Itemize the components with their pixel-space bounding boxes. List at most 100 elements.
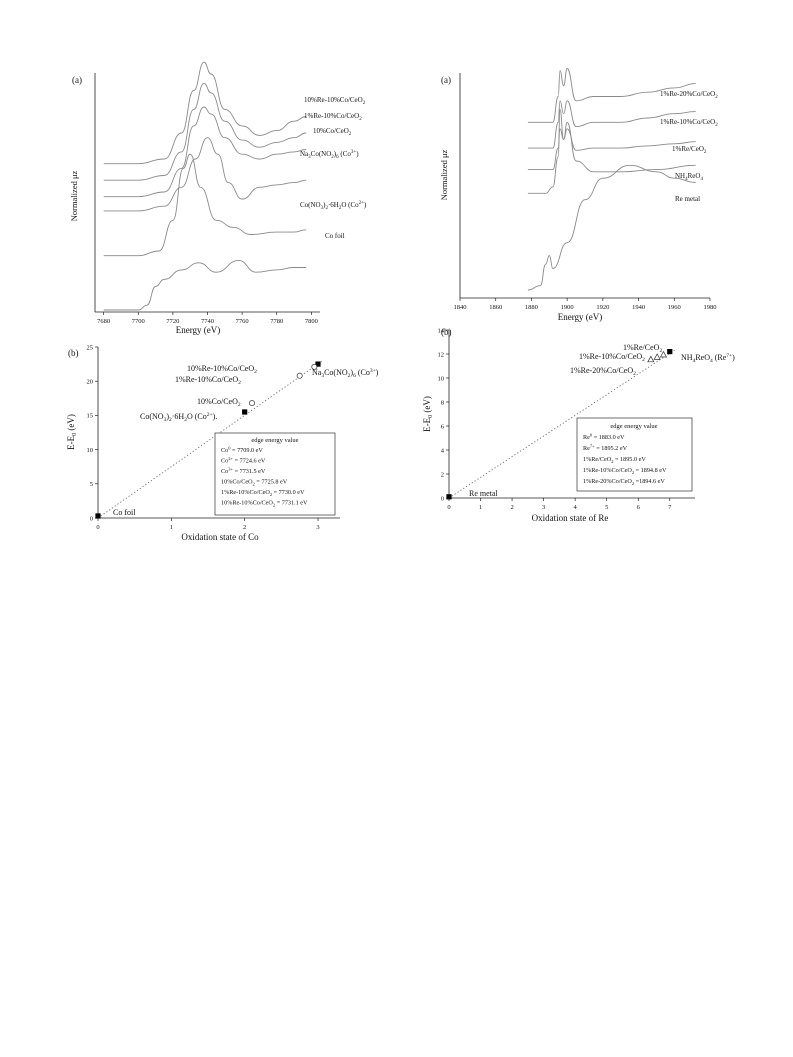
series-label-nh4reo4: NH4ReO4 — [675, 172, 703, 182]
x-axis-label: Oxidation state of Re — [532, 513, 609, 523]
spectrum-line-4 — [103, 153, 307, 257]
annotation-1re: 1%Re-10%Co/CeO2 — [175, 375, 241, 386]
panel-label: (a) — [441, 75, 451, 85]
legend-entry: Re7+ = 1895.2 eV — [583, 444, 628, 453]
panel-label: (b) — [441, 327, 452, 337]
x-tick-label: 1980 — [704, 304, 717, 311]
annotation-co-nitrate: Co(NO3)2·6H2O (Co2+). — [140, 412, 217, 423]
catalyst-point — [311, 363, 318, 370]
y-tick-label: 5 — [90, 481, 93, 488]
y-tick-label: 25 — [87, 344, 94, 351]
legend-box — [214, 432, 336, 516]
legend-entry: Co3+ = 7731.5 eV — [221, 467, 266, 476]
spectra-lines — [103, 61, 307, 311]
y-tick-label: 12 — [438, 351, 445, 358]
spectrum-line-3 — [103, 137, 307, 212]
x-tick-label: 5 — [605, 504, 608, 511]
panel-label: (a) — [72, 75, 82, 85]
y-tick-label: 0 — [90, 515, 93, 522]
trend-line — [97, 360, 322, 519]
y-axis-label: Normalized μz — [69, 170, 79, 221]
series-label-1re: 1%Re-10%Co/CeO2 — [304, 112, 362, 122]
series-label-remetal: Re metal — [675, 195, 700, 203]
reference-point — [315, 361, 321, 367]
x-tick-label: 7 — [668, 504, 672, 511]
x-tick-label: 2 — [243, 524, 246, 531]
spectrum-line-2 — [103, 106, 307, 198]
y-tick-label: 0 — [441, 495, 444, 502]
y-tick-label: 8 — [441, 399, 444, 406]
x-tick-label: 6 — [637, 504, 641, 511]
catalyst-point — [653, 353, 661, 360]
x-tick-label: 1880 — [525, 304, 538, 311]
spectra-lines — [527, 68, 696, 291]
series-label-re1: 1%Re/CeO2 — [672, 145, 707, 155]
legend-entry: 1%Re-20%Co/CeO2 =1894.6 eV — [583, 478, 665, 486]
annotation-re-metal: Re metal — [469, 489, 498, 498]
co-edge-panel: (b) 0 1 2 3 0 5 10 15 20 25 Oxidation state of Co… — [66, 344, 379, 542]
x-tick-label: 7800 — [305, 318, 318, 325]
y-tick-label: 20 — [87, 379, 94, 386]
y-axis-label: Normalized μz — [439, 149, 449, 200]
series-label-na3co: Na3Co(NO2)6 (Co3+) — [300, 150, 359, 160]
y-tick-label: 2 — [441, 471, 444, 478]
x-axis-ticks: 1840 1860 1880 1900 1920 1940 1960 1980 — [454, 298, 717, 311]
axis-ticks: 0 1 2 3 0 5 10 15 20 25 — [87, 344, 320, 531]
spectrum-line-5 — [103, 259, 307, 311]
x-tick-label: 1860 — [489, 304, 502, 311]
x-tick-label: 3 — [316, 524, 319, 531]
spectrum-line-0 — [527, 68, 696, 123]
panel-label: (b) — [68, 348, 79, 358]
x-tick-label: 1940 — [632, 304, 645, 311]
y-tick-label: 10 — [438, 375, 445, 382]
y-tick-label: 4 — [441, 447, 445, 454]
reference-point — [242, 409, 248, 415]
x-tick-label: 7760 — [236, 318, 249, 325]
x-tick-label: 1 — [479, 504, 482, 511]
data-points — [446, 349, 673, 500]
x-tick-label: 4 — [574, 504, 578, 511]
legend-entry: 1%Re-10%Co/CeO2 = 1894.8 eV — [583, 467, 667, 475]
x-tick-label: 7780 — [270, 318, 283, 325]
legend-entry: 1%Re-10%Co/CeO2 = 7730.0 eV — [221, 489, 305, 497]
legend-entry: Re0 = 1883.0 eV — [583, 433, 625, 442]
x-tick-label: 7740 — [201, 318, 214, 325]
annotation-10co: 10%Co/CeO2 — [197, 397, 241, 408]
x-tick-label: 7720 — [166, 318, 179, 325]
legend-box — [576, 417, 693, 492]
annotation-re10: 1%Re-10%Co/CeO2 — [579, 352, 645, 363]
x-tick-label: 7700 — [132, 318, 145, 325]
annotation-na3co: Na3Co(NO2)6 (Co3+) — [312, 368, 379, 379]
series-label-10re: 10%Re-10%Co/CeO2 — [304, 96, 366, 106]
x-axis-label: Energy (eV) — [176, 325, 221, 335]
trend-line — [448, 348, 677, 499]
x-tick-label: 3 — [542, 504, 545, 511]
y-axis-label: E-E0 (eV) — [66, 414, 78, 450]
x-tick-label: 1900 — [561, 304, 574, 311]
series-label-re20co: 1%Re-20%Co/CeO2 — [660, 90, 718, 100]
re-xanes-panel: (a) 1840 1860 1880 1900 1920 1940 1960 1980 Ene… — [439, 68, 718, 322]
reference-point — [446, 494, 452, 500]
y-axis-label: E-E0 (eV) — [422, 396, 434, 432]
reference-point — [95, 513, 101, 519]
spectrum-line-4 — [527, 164, 696, 291]
x-axis-ticks: 7680 7700 7720 7740 7760 7780 7800 — [97, 312, 318, 325]
x-tick-label: 1920 — [596, 304, 609, 311]
legend-title: edge energy value — [251, 437, 298, 444]
annotation-10re: 10%Re-10%Co/CeO2 — [187, 364, 257, 375]
x-axis-label: Oxidation state of Co — [181, 532, 259, 542]
x-axis-label: Energy (eV) — [558, 312, 603, 322]
annotation-nh4reo4: NH4ReO4 (Re7+) — [681, 353, 735, 364]
series-label-conitrate: Co(NO3)2·6H2O (Co2+) — [300, 201, 367, 211]
legend-entry: Co2+ = 7724.6 eV — [221, 456, 266, 465]
data-points — [95, 361, 321, 519]
x-tick-label: 2 — [510, 504, 513, 511]
annotation-co-foil: Co foil — [113, 508, 136, 517]
catalyst-point — [249, 400, 255, 407]
legend-entries: Re0 = 1883.0 eV Re7+ = 1895.2 eV 1%Re/CeO2… — [583, 433, 667, 486]
co-xanes-panel: (a) 7680 7700 7720 7740 7760 7780 7800 Energy … — [69, 61, 367, 335]
